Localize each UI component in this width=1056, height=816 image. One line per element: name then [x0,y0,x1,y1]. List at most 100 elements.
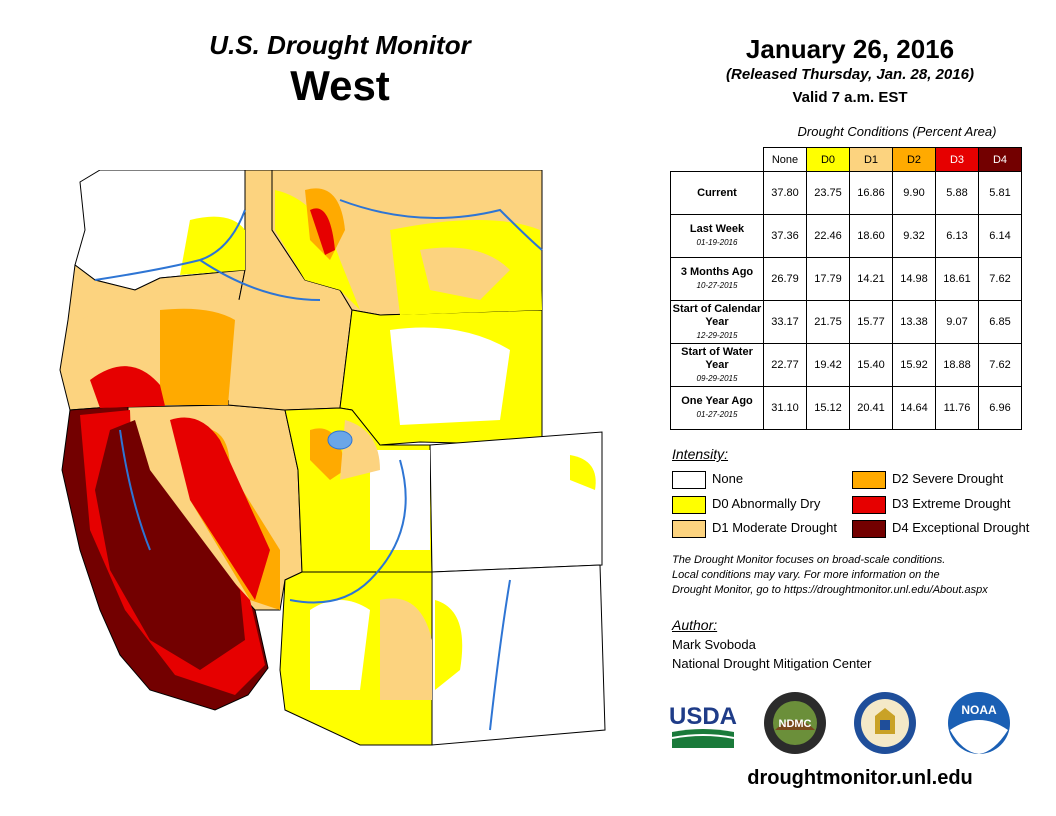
legend-swatch [672,520,706,538]
col-none: None [763,147,807,172]
cell: 16.86 [849,171,893,215]
rio-grande [489,579,511,731]
cell: 7.62 [978,343,1022,387]
d2-oregon [160,308,235,405]
cell: 14.98 [892,257,936,301]
row-label-one-year-ago: One Year Ago 01-27-2015 [670,386,764,430]
cell: 9.32 [892,214,936,258]
cell: 15.92 [892,343,936,387]
cell: 6.85 [978,300,1022,344]
commerce-seal-logo [850,690,920,756]
d0-montana-west [275,190,360,310]
col-d4: D4 [978,147,1022,172]
legend-swatch [852,520,886,538]
col-d1: D1 [849,147,893,172]
drought-map [59,170,606,746]
row-label-current: Current [670,171,764,215]
usda-logo: USDA [668,690,738,756]
cell: 31.10 [763,386,807,430]
cell: 5.88 [935,171,979,215]
table-row: Start of Calendar Year 12-29-2015 33.17 2… [670,300,1022,344]
cell: 18.60 [849,214,893,258]
ndmc-logo: NDMC [760,690,830,756]
cell: 23.75 [806,171,850,215]
d3-oregon-south [90,366,165,408]
sacramento-river [119,429,151,551]
col-d2: D2 [892,147,936,172]
table-row: Start of Water Year 09-29-2015 22.77 19.4… [670,343,1022,387]
d0-colorado [570,455,596,490]
usda-logo-text: USDA [669,703,737,730]
white-utah [370,450,430,550]
legend-swatch [672,471,706,489]
author-org: National Drought Mitigation Center [672,656,872,671]
disclaimer-note: The Drought Monitor focuses on broad-sca… [672,554,988,596]
cell: 11.76 [935,386,979,430]
d4-california-core [95,420,245,670]
cell: 15.77 [849,300,893,344]
row-label-last-week: Last Week 01-19-2016 [670,214,764,258]
cell: 15.12 [806,386,850,430]
table-row: 3 Months Ago 10-27-2015 26.79 17.79 14.21… [670,257,1022,301]
d3-montana-hotspot [310,208,335,255]
d1-montana-east [420,247,510,300]
cell: 9.90 [892,171,936,215]
release-date: (Released Thursday, Jan. 28, 2016) [726,66,974,83]
colorado-river [289,459,407,604]
cell: 7.62 [978,257,1022,301]
row-label-start-calendar-year: Start of Calendar Year 12-29-2015 [670,300,764,344]
col-d3: D3 [935,147,979,172]
cell: 17.79 [806,257,850,301]
author-name: Mark Svoboda [672,637,756,652]
table-row: One Year Ago 01-27-2015 31.10 15.12 20.41… [670,386,1022,430]
cell: 9.07 [935,300,979,344]
noaa-logo: NOAA [944,690,1014,756]
row-label-start-water-year: Start of Water Year 09-29-2015 [670,343,764,387]
valid-time: Valid 7 a.m. EST [792,89,908,106]
cell: 13.38 [892,300,936,344]
cell: 19.42 [806,343,850,387]
region-title: West [290,62,390,109]
author-title: Author: [672,617,718,633]
d0-washington [180,216,245,275]
cell: 6.14 [978,214,1022,258]
table-header-row: None D0 D1 D2 D3 D4 [671,147,1022,172]
d1-arizona [380,598,432,700]
map-title: U.S. Drought Monitor [209,30,471,60]
noaa-logo-text: NOAA [961,703,997,717]
great-salt-lake [327,430,353,450]
d3-nevada [170,417,270,600]
table-row: Last Week 01-19-2016 37.36 22.46 18.60 9.… [670,214,1022,258]
legend-swatch [852,471,886,489]
white-arizona [310,600,370,690]
cell: 20.41 [849,386,893,430]
columbia-river [94,209,246,281]
ndmc-logo-text: NDMC [779,718,812,730]
cell: 37.36 [763,214,807,258]
table-row: Current 37.80 23.75 16.86 9.90 5.88 5.81 [670,171,1022,215]
drought-stats-table: None D0 D1 D2 D3 D4 Current 37.80 23.75 … [670,147,1022,430]
col-d0: D0 [806,147,850,172]
map-date: January 26, 2016 [745,34,955,64]
cell: 22.77 [763,343,807,387]
cell: 22.46 [806,214,850,258]
row-label-3-months-ago: 3 Months Ago 10-27-2015 [670,257,764,301]
cell: 14.64 [892,386,936,430]
cell: 37.80 [763,171,807,215]
cell: 18.88 [935,343,979,387]
d0-new-mexico [435,600,463,690]
snake-river [199,259,321,301]
state-colorado [429,431,603,573]
cell: 6.13 [935,214,979,258]
white-wyoming [390,327,510,425]
cell: 21.75 [806,300,850,344]
table-caption: Drought Conditions (Percent Area) [797,124,997,139]
site-url[interactable]: droughtmonitor.unl.edu [747,767,973,789]
legend-title: Intensity: [672,446,729,462]
cell: 5.81 [978,171,1022,215]
cell: 15.40 [849,343,893,387]
cell: 26.79 [763,257,807,301]
cell: 33.17 [763,300,807,344]
legend-swatch [852,496,886,514]
legend-swatch [672,496,706,514]
